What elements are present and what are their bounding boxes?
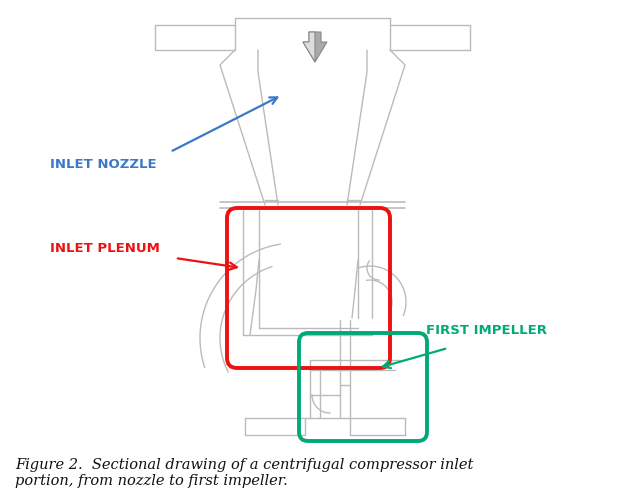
Text: INLET NOZZLE: INLET NOZZLE — [50, 158, 156, 172]
Text: portion, from nozzle to first impeller.: portion, from nozzle to first impeller. — [15, 474, 288, 488]
Text: Figure 2.  Sectional drawing of a centrifugal compressor inlet: Figure 2. Sectional drawing of a centrif… — [15, 458, 474, 472]
Text: INLET PLENUM: INLET PLENUM — [50, 242, 160, 254]
Polygon shape — [303, 32, 315, 62]
Text: FIRST IMPELLER: FIRST IMPELLER — [426, 324, 547, 336]
Polygon shape — [303, 32, 327, 62]
